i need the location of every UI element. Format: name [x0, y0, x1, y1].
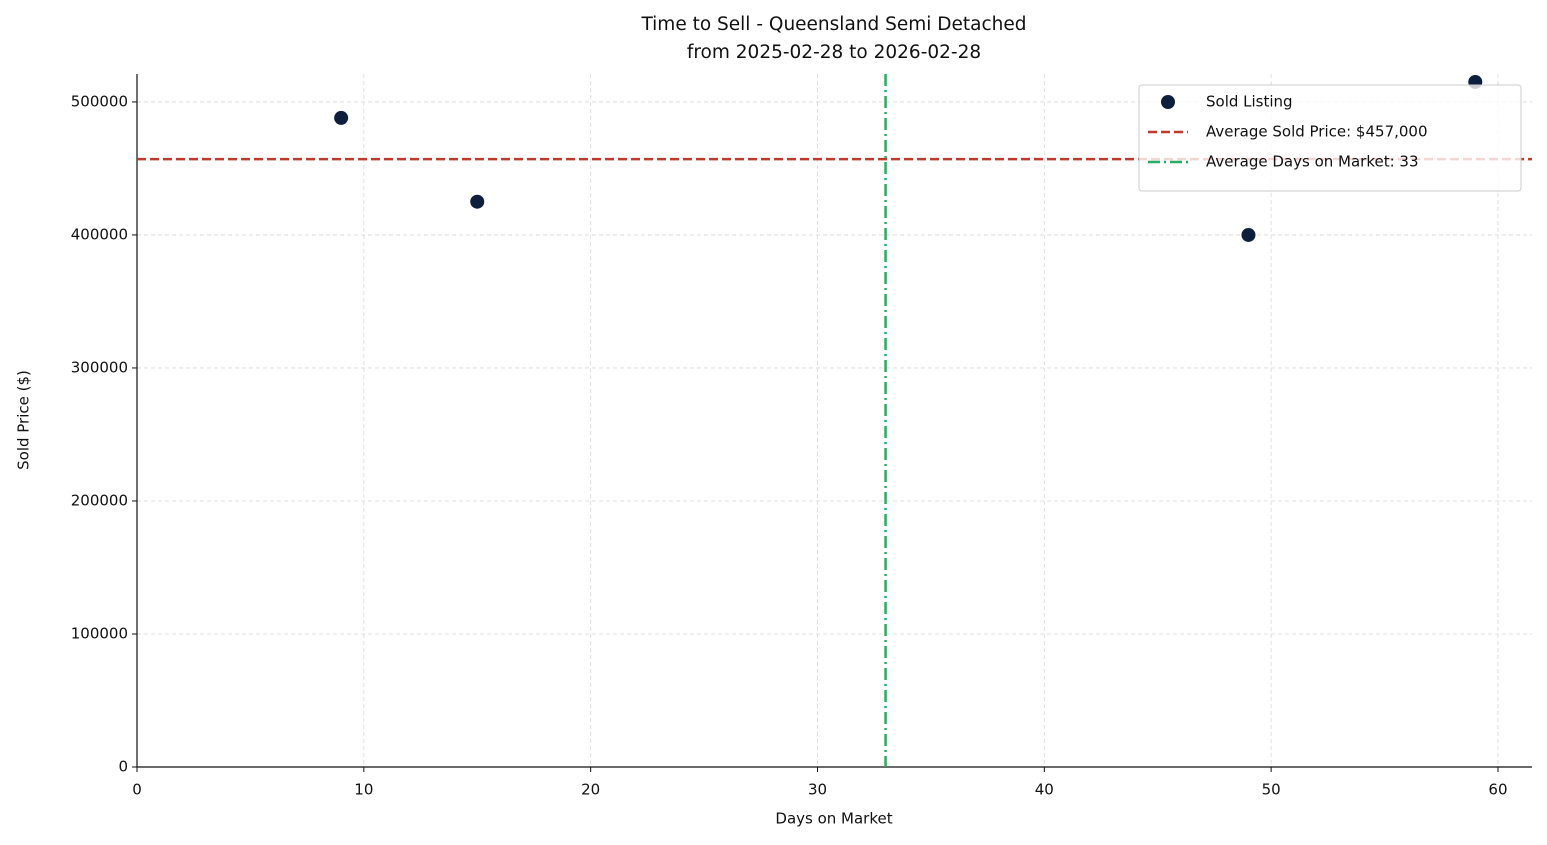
x-tick-label: 50: [1262, 781, 1281, 799]
chart-title: Time to Sell - Queensland Semi Detached: [640, 14, 1026, 35]
y-tick-label: 200000: [71, 491, 128, 509]
point: [334, 110, 349, 125]
legend-label: Average Sold Price: $457,000: [1206, 123, 1428, 141]
y-tick-label: 100000: [71, 624, 128, 642]
x-tick-label: 20: [581, 781, 600, 799]
y-tick-label: 0: [118, 758, 128, 776]
y-axis-label: Sold Price ($): [15, 370, 33, 470]
y-tick-label: 400000: [71, 225, 128, 243]
x-tick-label: 40: [1035, 781, 1054, 799]
x-tick-label: 0: [132, 781, 142, 799]
legend-label: Average Days on Market: 33: [1206, 153, 1419, 171]
chart-subtitle: from 2025-02-28 to 2026-02-28: [687, 42, 981, 63]
x-tick-label: 60: [1488, 781, 1507, 799]
x-tick-label: 10: [354, 781, 373, 799]
legend-box: [1138, 84, 1522, 192]
y-tick-label: 300000: [71, 358, 128, 376]
point: [470, 194, 485, 209]
y-tick-label: 500000: [71, 92, 128, 110]
legend-marker: [1161, 95, 1175, 109]
legend-label: Sold Listing: [1206, 93, 1293, 111]
x-tick-label: 30: [808, 781, 827, 799]
x-axis-label: Days on Market: [775, 810, 892, 828]
point: [1241, 227, 1256, 242]
